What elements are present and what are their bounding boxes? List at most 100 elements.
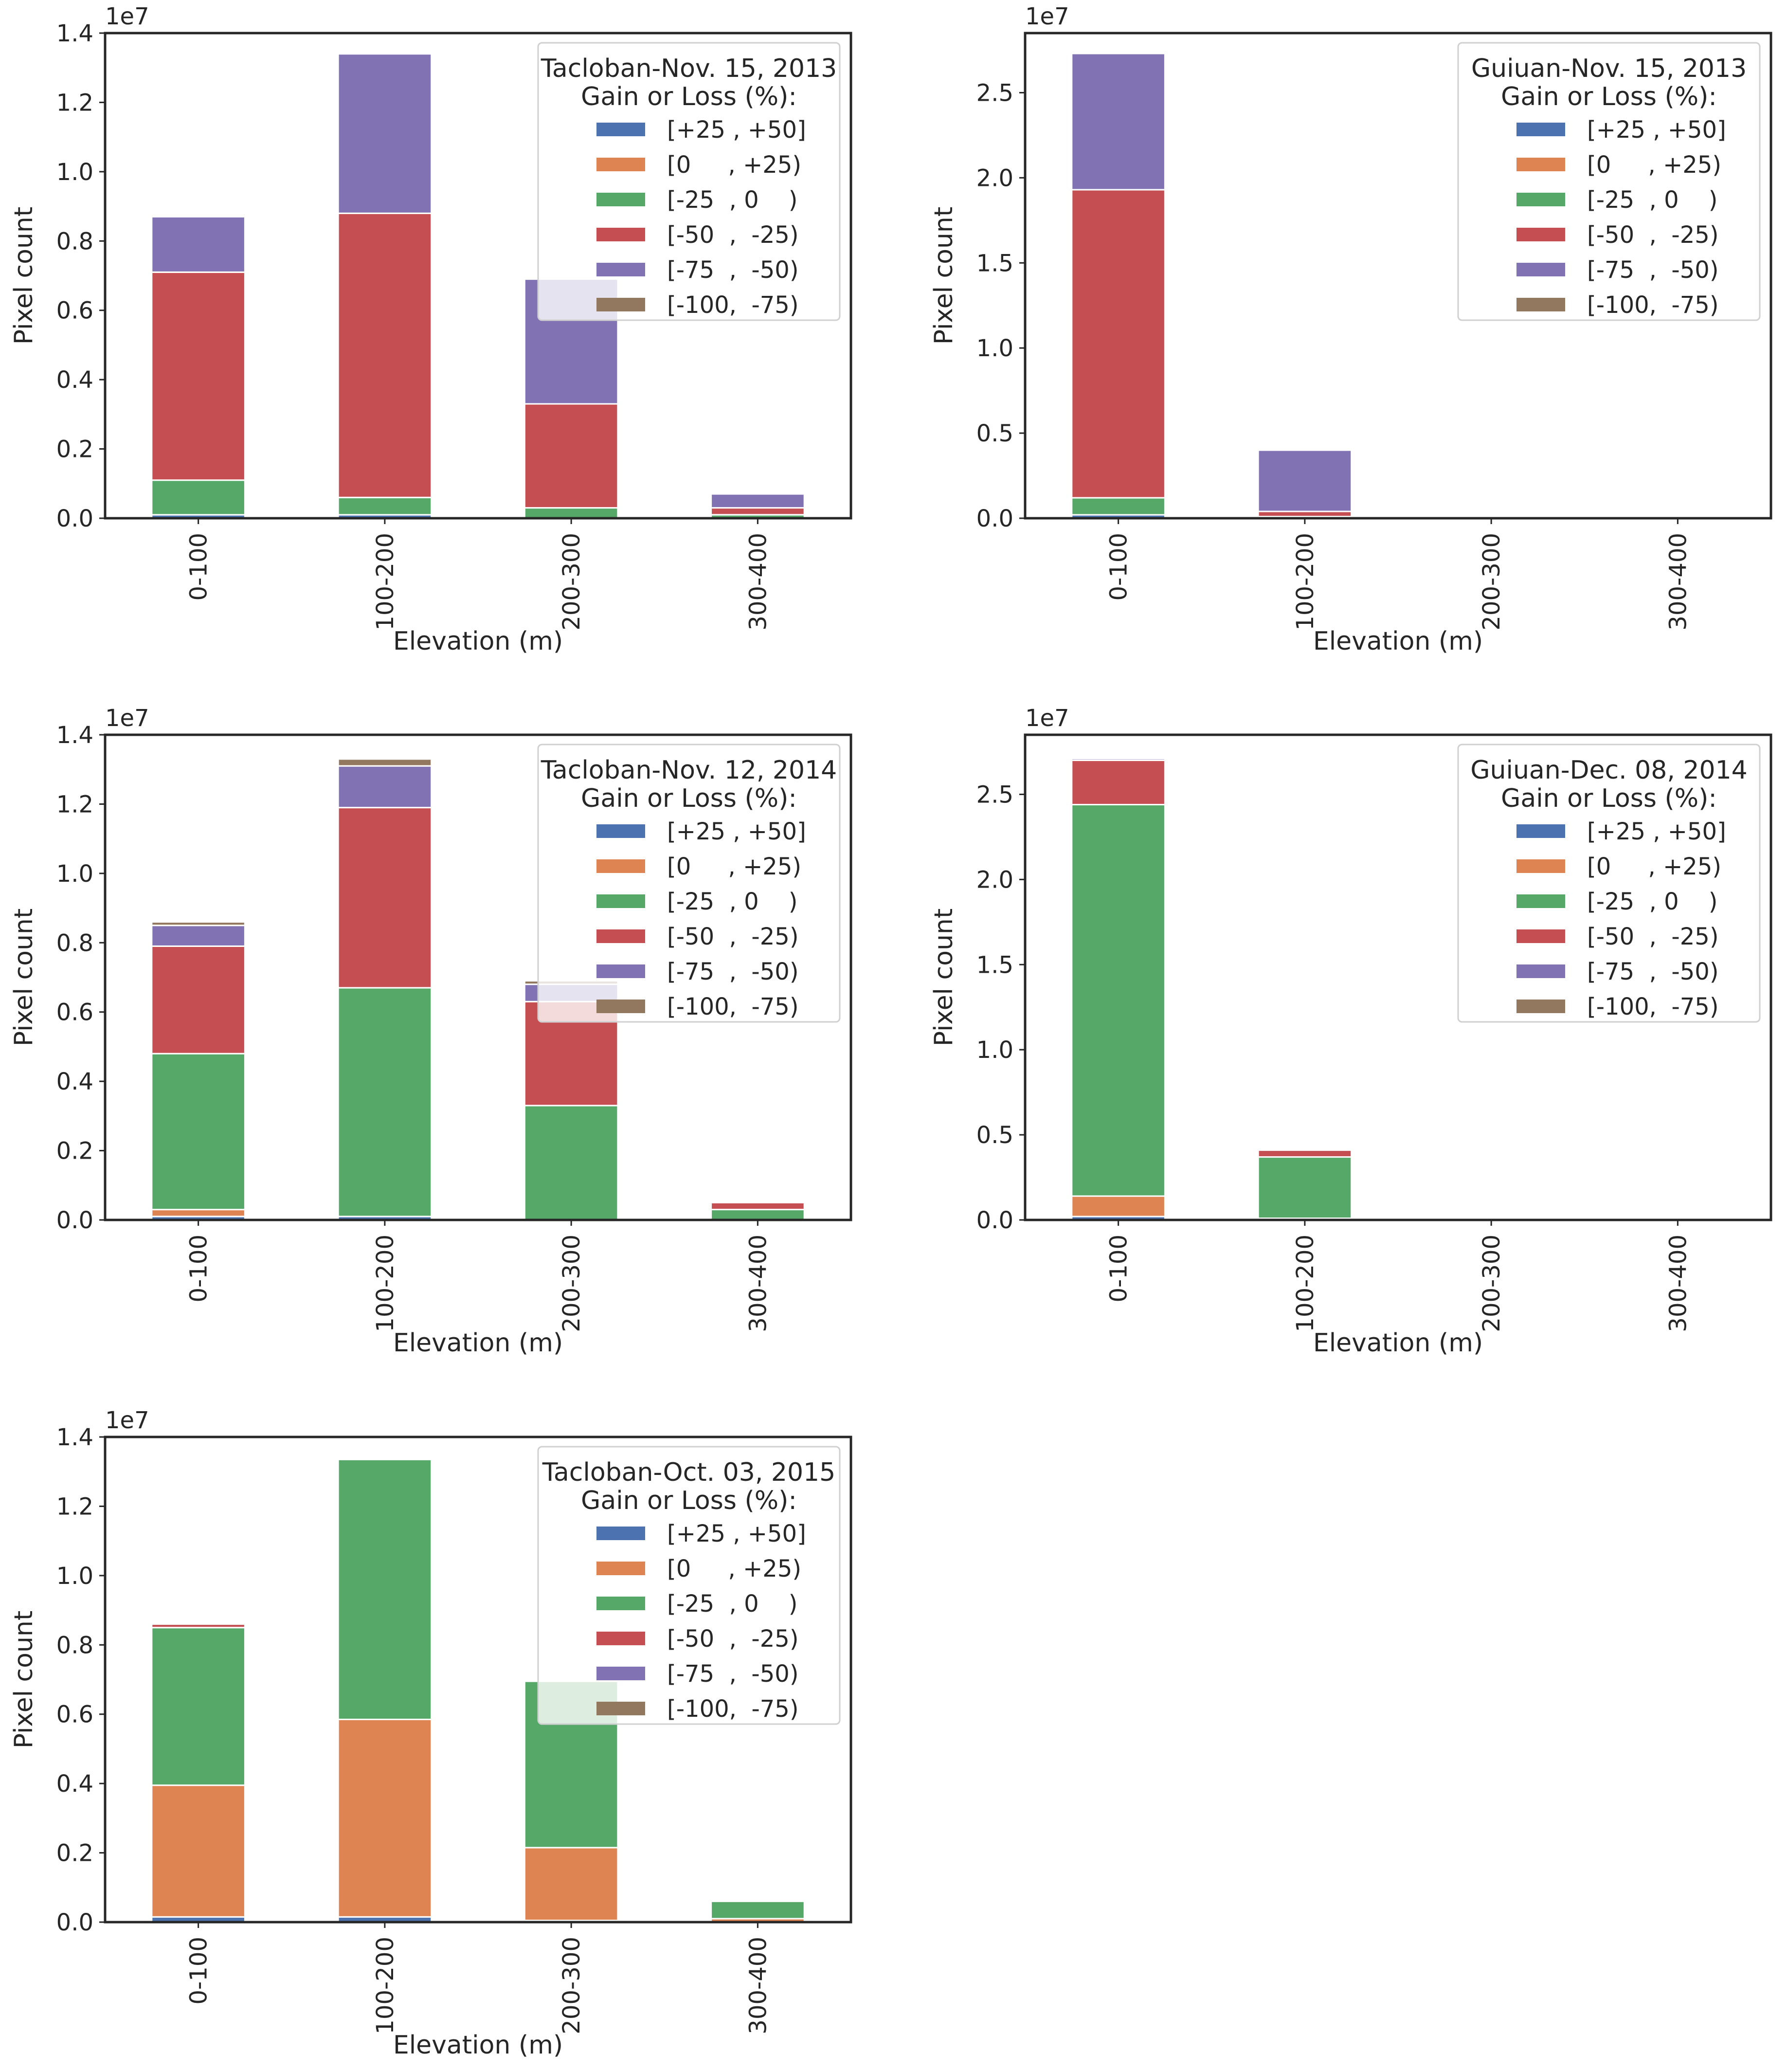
y-tick-label: 1.2 — [56, 791, 93, 818]
legend-entry-label-2: [0 , +25) — [667, 151, 801, 179]
bar-segment-0-100-5 — [1071, 758, 1166, 761]
y-tick-label: 1.4 — [56, 1424, 93, 1451]
legend-swatch-3 — [596, 193, 645, 206]
bar-segment-200-300-3 — [523, 1105, 619, 1221]
legend-entry-label-1: [+25 , +50] — [1587, 116, 1726, 144]
y-tick-label: 0.0 — [976, 1207, 1013, 1234]
legend-entry-label-2: [0 , +25) — [667, 853, 801, 880]
y-tick-label: 0.8 — [56, 929, 93, 957]
x-tick-label: 200-300 — [558, 533, 585, 631]
legend-entry-label-2: [0 , +25) — [667, 1555, 801, 1582]
legend-header: Gain or Loss (%): — [1501, 82, 1717, 111]
legend-entry-label-2: [0 , +25) — [1587, 151, 1721, 179]
legend-entry-label-3: [-25 , 0 ) — [1587, 888, 1717, 915]
legend-swatch-3 — [596, 894, 645, 908]
legend-entry-label-6: [-100, -75) — [667, 1695, 799, 1723]
chart-panel-3: 0.0 0.2 0.4 0.6 0.8 1.0 1.2 1.4 0-100 100-200 200-… — [9, 705, 852, 1358]
legend-entry-label-6: [-100, -75) — [667, 291, 799, 319]
legend-swatch-2 — [1516, 158, 1565, 171]
bar-segment-100-200-6 — [337, 758, 433, 767]
bar-segment-100-200-5 — [1257, 449, 1353, 512]
legend-box — [1457, 744, 1761, 1023]
bar-segment-0-100-3 — [1071, 497, 1166, 516]
bar-segment-100-200-3 — [337, 496, 433, 516]
y-tick-label: 1.0 — [56, 860, 93, 888]
legend-swatch-1 — [596, 1527, 645, 1540]
x-tick-label: 200-300 — [558, 1235, 585, 1332]
legend-swatch-1 — [596, 824, 645, 838]
y-tick-label: 2.0 — [976, 866, 1013, 893]
legend-swatch-6 — [1516, 1000, 1565, 1013]
y-axis-label: Pixel count — [929, 909, 958, 1047]
legend-title: Tacloban-Nov. 12, 2014 — [541, 756, 837, 785]
y-axis-label: Pixel count — [929, 207, 958, 345]
bar-segment-0-100-5 — [151, 925, 246, 947]
legend-entry-label-4: [-50 , -25) — [1587, 221, 1719, 249]
x-tick-label: 100-200 — [372, 533, 399, 631]
bar-segment-0-100-3 — [151, 1053, 246, 1211]
x-axis-label: Elevation (m) — [393, 627, 563, 656]
x-tick-label: 0-100 — [185, 1937, 213, 2004]
y-tick-label: 0.6 — [56, 999, 93, 1026]
legend-entry-label-5: [-75 , -50) — [1587, 256, 1719, 284]
legend-swatch-4 — [596, 228, 645, 241]
legend-swatch-4 — [596, 929, 645, 943]
legend-entry-label-3: [-25 , 0 ) — [1587, 186, 1717, 214]
legend-entry-label-4: [-50 , -25) — [667, 923, 799, 950]
bar-segment-0-100-2 — [151, 1784, 246, 1918]
legend-entry-label-6: [-100, -75) — [1587, 291, 1719, 319]
legend-swatch-1 — [1516, 824, 1565, 838]
bar-segment-0-100-2 — [1071, 1195, 1166, 1218]
bar-segment-0-100-3 — [151, 1627, 246, 1786]
legend-entry-label-3: [-25 , 0 ) — [667, 888, 797, 915]
bar-segment-0-100-5 — [1071, 53, 1166, 191]
y-tick-label: 0.0 — [56, 1207, 93, 1234]
bar-segment-100-200-3 — [337, 987, 433, 1218]
bar-segment-100-200-4 — [337, 807, 433, 989]
y-tick-label: 1.0 — [56, 1563, 93, 1590]
y-axis-label: Pixel count — [9, 909, 38, 1047]
legend-entry-label-1: [+25 , +50] — [667, 818, 806, 845]
plot-frame — [1024, 32, 1772, 520]
legend-box — [537, 744, 841, 1023]
legend-entry-label-4: [-50 , -25) — [1587, 923, 1719, 950]
legend-entry-label-1: [+25 , +50] — [1587, 818, 1726, 845]
bar-segment-300-400-3 — [710, 1209, 805, 1221]
y-tick-label: 0.8 — [56, 1632, 93, 1659]
x-tick-label: 0-100 — [185, 1235, 213, 1302]
y-axis-label: Pixel count — [9, 207, 38, 345]
legend-entry-label-5: [-75 , -50) — [1587, 958, 1719, 985]
legend-box — [537, 42, 841, 321]
bar-segment-100-200-3 — [1257, 1156, 1353, 1219]
x-tick-label: 300-400 — [744, 1235, 772, 1332]
x-tick-label: 200-300 — [1478, 533, 1505, 631]
bar-segment-300-400-5 — [710, 493, 805, 509]
legend-entry-label-5: [-75 , -50) — [667, 1660, 799, 1688]
offset-label: 1e7 — [1025, 3, 1069, 30]
y-tick-label: 2.0 — [976, 164, 1013, 192]
y-tick-label: 1.0 — [976, 335, 1013, 362]
y-axis-label: Pixel count — [9, 1611, 38, 1749]
legend-title: Tacloban-Nov. 15, 2013 — [541, 54, 837, 83]
legend-swatch-6 — [596, 298, 645, 311]
y-tick-label: 1.5 — [976, 951, 1013, 979]
offset-label: 1e7 — [105, 3, 149, 30]
y-tick-label: 0.2 — [56, 1840, 93, 1867]
legend-entry-label-5: [-75 , -50) — [667, 256, 799, 284]
bar-segment-300-400-4 — [710, 507, 805, 516]
bar-segment-0-100-3 — [1071, 803, 1166, 1197]
y-tick-label: 0.0 — [976, 505, 1013, 532]
bar-segment-300-400-3 — [710, 1900, 805, 1920]
y-tick-label: 1.4 — [56, 20, 93, 47]
legend-box — [1457, 42, 1761, 321]
bar-segment-200-300-3 — [523, 507, 619, 519]
bar-segment-100-200-3 — [337, 1458, 433, 1720]
x-tick-label: 300-400 — [1664, 533, 1692, 631]
bar-segment-0-100-4 — [1071, 760, 1166, 805]
y-tick-label: 0.6 — [56, 1701, 93, 1728]
bar-segment-0-100-4 — [1071, 189, 1166, 499]
x-tick-label: 300-400 — [744, 533, 772, 631]
legend-swatch-5 — [596, 964, 645, 978]
